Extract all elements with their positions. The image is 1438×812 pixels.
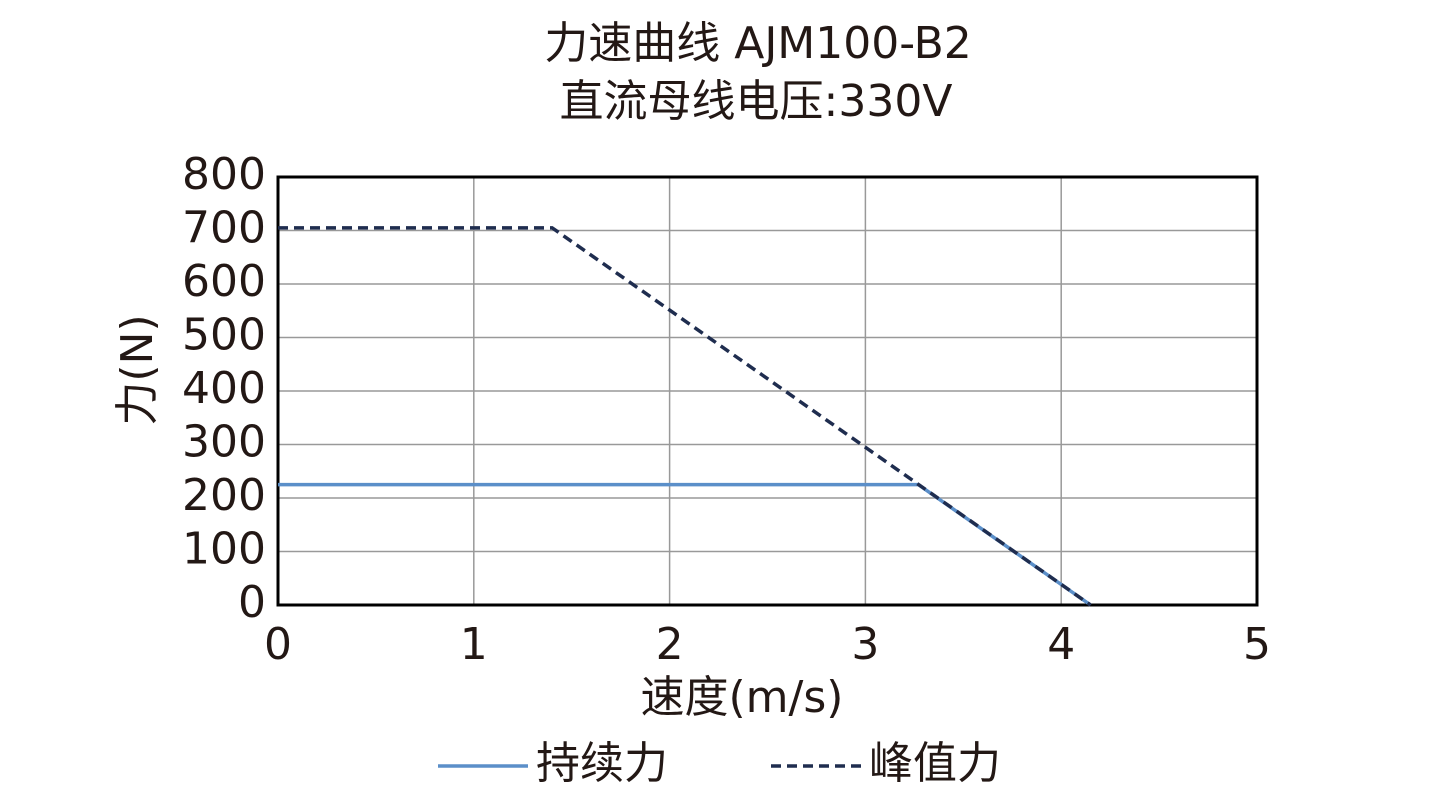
chart-title: 力速曲线 AJM100-B2 [544,18,972,69]
x-tick-label: 3 [851,619,879,670]
x-tick-label: 0 [264,619,292,670]
legend-label: 持续力 [536,738,668,789]
series-line [278,226,1092,607]
y-tick-label: 200 [182,470,266,521]
y-tick-label: 500 [182,310,266,361]
x-tick-label: 4 [1047,619,1075,670]
x-tick-label: 2 [656,619,684,670]
y-tick-label: 0 [238,577,266,628]
y-tick-label: 800 [182,149,266,200]
x-axis-label: 速度(m/s) [641,672,844,723]
chart-subtitle: 直流母线电压:330V [560,76,953,127]
x-tick-label: 1 [460,619,488,670]
y-tick-label: 300 [182,417,266,468]
y-tick-label: 100 [182,524,266,575]
y-axis-label: 力(N) [112,314,163,425]
x-tick-label: 5 [1243,619,1271,670]
y-tick-label: 700 [182,203,266,254]
series-line [278,482,1092,607]
y-tick-label: 400 [182,363,266,414]
plot-frame [276,175,1259,607]
y-tick-label: 600 [182,256,266,307]
legend-label: 峰值力 [869,738,1001,789]
